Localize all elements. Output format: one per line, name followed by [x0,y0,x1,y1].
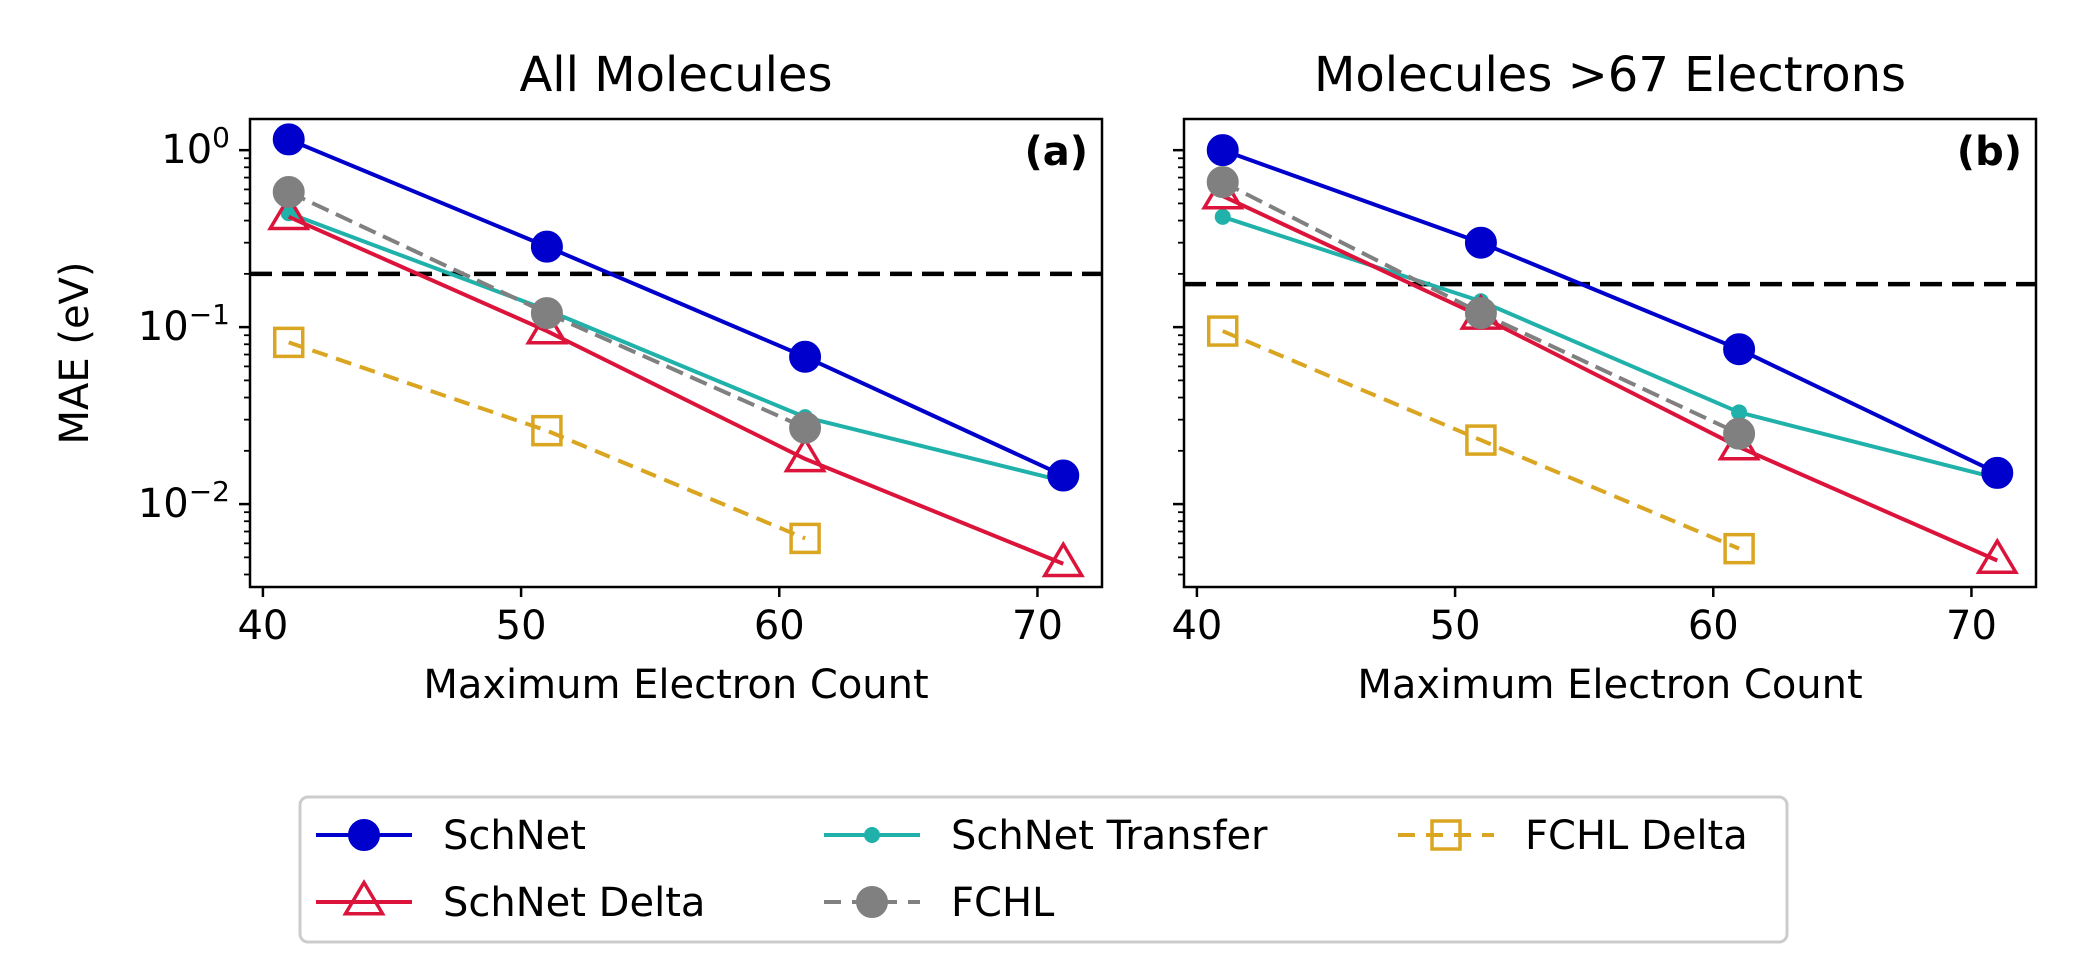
series-schnet-delta [267,193,1085,578]
legend-marker [864,827,880,843]
data-point-schnet [1464,226,1497,259]
data-point-schnet [1047,459,1080,492]
data-point-fchl-delta [531,414,563,447]
x-tick-label: 40 [237,603,288,649]
legend-entry-fchl-delta: FCHL Delta [1398,813,1748,859]
data-point-schnet-delta [783,435,827,473]
y-tick-label: 100 [161,121,230,173]
legend-marker [348,819,380,851]
chart-panel-1: All Molecules 40 50 60 70 100 10−1 10−2 (a) Maxim… [52,47,1104,708]
series-line-schnet [1222,148,1999,475]
series-line-schnet-delta [1221,194,1999,563]
series-line-fchl [287,190,806,430]
data-point-schnet-delta [267,193,311,231]
data-point-schnet [1206,134,1239,167]
legend-label: FCHL [951,880,1055,926]
data-point-fchl-delta [1723,532,1755,565]
data-point-schnet [530,230,563,263]
series-fchl [272,176,822,444]
data-point-fchl [1464,297,1497,330]
legend-entry-schnet: SchNet [316,813,586,859]
legend-marker [342,879,386,916]
chart-panel-2: Molecules >67 Electrons 40 50 60 70 (b) Maximu… [1171,47,2038,708]
data-point-fchl-delta [1206,315,1239,347]
chart-title: Molecules >67 Electrons [1314,47,1906,103]
legend-marker [1430,819,1462,851]
series-group [267,123,1085,578]
data-point-schnet [1723,333,1756,366]
panel-label: (a) [1024,129,1088,175]
series-fchl-delta [272,326,821,555]
data-point-fchl [272,176,305,209]
series-line-schnet [287,137,1065,478]
data-point-fchl [530,297,563,330]
series-schnet [272,123,1080,492]
legend-entry-schnet-delta: SchNet Delta [316,879,705,926]
legend-label: SchNet Delta [443,880,705,926]
legend-label: SchNet Transfer [951,813,1268,859]
legend-entry-schnet-transfer: SchNet Transfer [824,813,1268,859]
series-line-fchl-delta [1221,329,1740,551]
x-tick-label: 70 [1946,603,1997,649]
data-point-schnet-delta [525,308,569,345]
legend-label: FCHL Delta [1525,813,1748,859]
data-point-schnet-transfer [1214,208,1231,225]
data-point-schnet [272,123,305,156]
y-tick-label: 10−1 [138,298,230,350]
data-point-fchl-delta [789,522,821,555]
x-tick-label: 60 [1688,603,1739,649]
data-point-schnet [1981,456,2014,489]
data-point-fchl [1206,166,1239,199]
data-point-fchl-delta [1465,424,1497,456]
series-line-schnet-transfer [1222,214,1998,481]
data-point-schnet-delta [1041,540,1085,578]
x-tick-label: 40 [1171,603,1222,649]
x-tick-label: 70 [1012,603,1063,649]
plot-frame [248,117,1104,589]
series-schnet-transfer [280,205,1072,490]
chart-title: All Molecules [519,47,832,103]
legend-entry-fchl: FCHL [824,880,1055,926]
x-axis-label: Maximum Electron Count [1357,662,1862,708]
data-point-fchl [1723,417,1756,450]
data-point-schnet-transfer [1731,404,1748,421]
y-axis-label: MAE (eV) [52,261,98,444]
series-group [1201,134,2019,574]
legend-box [298,795,1789,944]
x-axis-label: Maximum Electron Count [423,662,928,708]
series-fchl [1206,166,1756,450]
legend-label: SchNet [443,813,586,859]
x-tick-label: 50 [1430,603,1481,649]
data-point-fchl [789,411,822,444]
data-point-schnet-delta [1975,537,2019,574]
plot-frame [1182,117,2038,589]
x-tick-label: 50 [496,603,547,649]
series-line-schnet-transfer [288,211,1064,483]
y-tick-label: 10−2 [138,475,230,527]
series-schnet-transfer [1214,208,2006,487]
data-point-schnet [789,340,822,373]
legend: SchNet SchNet Transfer FCHL Delta SchNet De… [298,795,1789,944]
series-line-schnet-delta [287,215,1065,566]
panel-label: (b) [1957,129,2022,175]
legend-marker [856,886,888,918]
data-point-fchl-delta [272,326,305,359]
x-tick-label: 60 [754,603,805,649]
series-fchl-delta [1206,315,1755,565]
series-line-fchl-delta [288,340,806,541]
series-schnet [1206,134,2014,489]
